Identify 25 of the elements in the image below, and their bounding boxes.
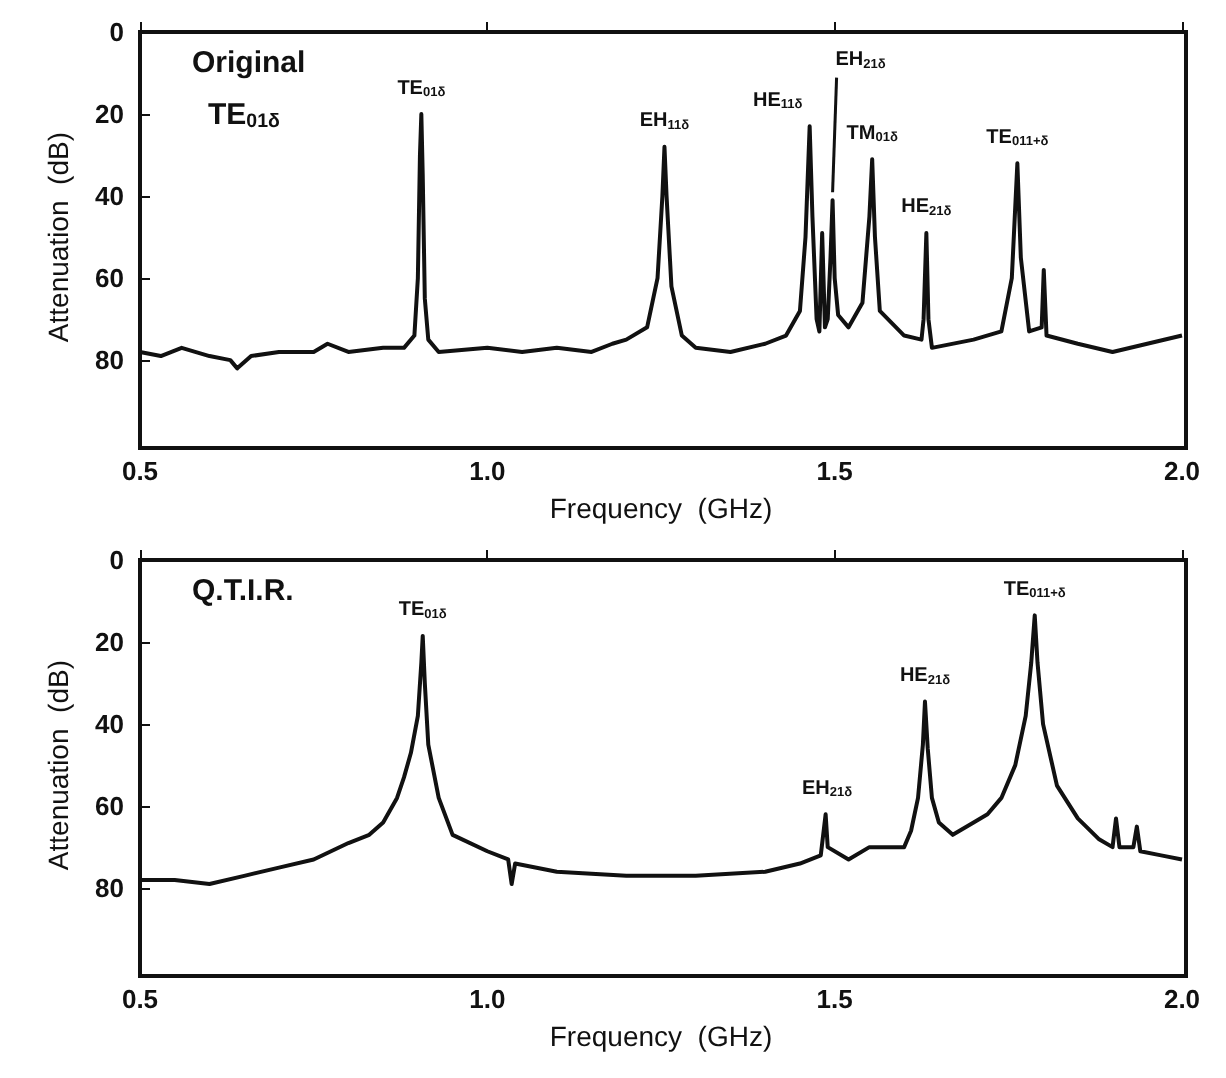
x-tick-label: 2.0 <box>1163 984 1201 1015</box>
y-axis-title: Attenuation (dB) <box>42 660 74 871</box>
annotation: Q.T.I.R. <box>192 574 294 608</box>
y-tick-label: 60 <box>95 263 124 294</box>
y-tick-label: 60 <box>95 791 124 822</box>
x-axis-title: Frequency (GHz) <box>549 1020 773 1052</box>
y-tick-label: 20 <box>95 627 124 658</box>
x-tick-label: 1.0 <box>469 456 506 487</box>
y-tick-label: 40 <box>95 709 124 740</box>
x-tick-label: 1.5 <box>816 984 853 1015</box>
y-tick-label: 0 <box>109 17 124 47</box>
y-axis-title: Attenuation (dB) <box>42 132 74 343</box>
y-tick-label: 20 <box>95 99 124 130</box>
x-axis-title: Frequency (GHz) <box>549 492 773 524</box>
y-tick-label: 80 <box>95 873 124 904</box>
annotation: TE01δ <box>208 98 281 133</box>
y-tick-label: 40 <box>95 181 124 212</box>
x-tick-label: 0.5 <box>121 984 159 1015</box>
y-tick-label: 0 <box>109 545 124 575</box>
annotation: Original <box>192 46 306 80</box>
x-tick-label: 1.5 <box>816 456 853 487</box>
y-tick-label: 80 <box>95 345 124 376</box>
x-tick-label: 2.0 <box>1163 456 1201 487</box>
x-tick-label: 0.5 <box>121 456 159 487</box>
x-tick-label: 1.0 <box>469 984 506 1015</box>
